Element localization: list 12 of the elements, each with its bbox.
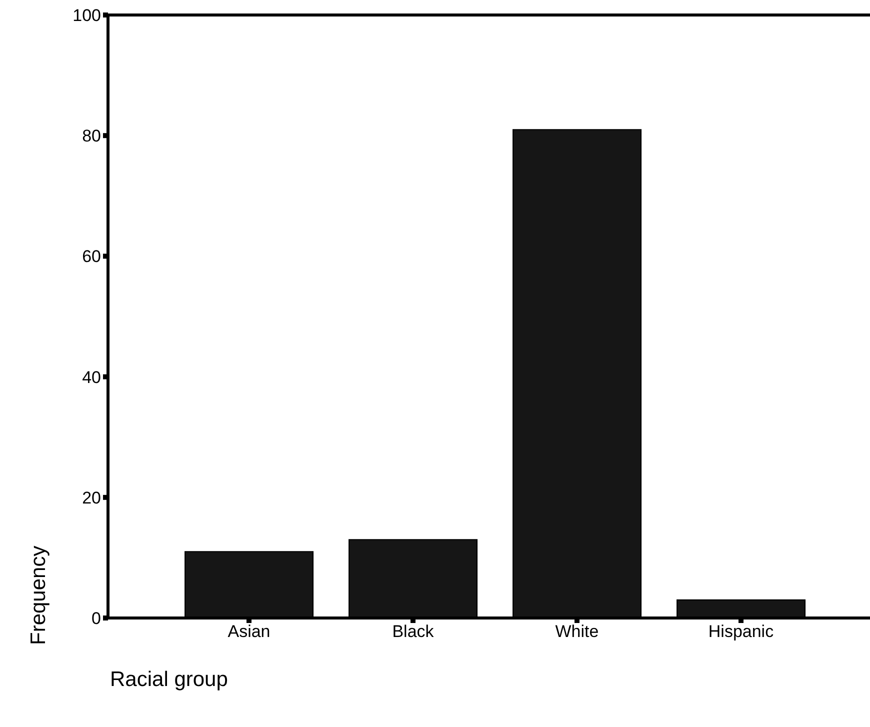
x-tick-label: White bbox=[555, 622, 599, 642]
y-tick-label: 80 bbox=[82, 126, 101, 146]
y-tick-label: 40 bbox=[82, 368, 101, 387]
x-axis-title: Racial group bbox=[110, 668, 228, 692]
x-tick-label: Black bbox=[392, 622, 434, 642]
y-axis-title: Frequency bbox=[27, 546, 51, 645]
x-tick-label: Asian bbox=[228, 622, 270, 642]
y-tick-label: 0 bbox=[92, 609, 101, 628]
y-tick-label: 60 bbox=[82, 247, 101, 266]
y-tick-label: 100 bbox=[72, 6, 101, 26]
x-tick-label: Hispanic bbox=[708, 622, 774, 642]
y-tick-label: 20 bbox=[82, 488, 101, 508]
